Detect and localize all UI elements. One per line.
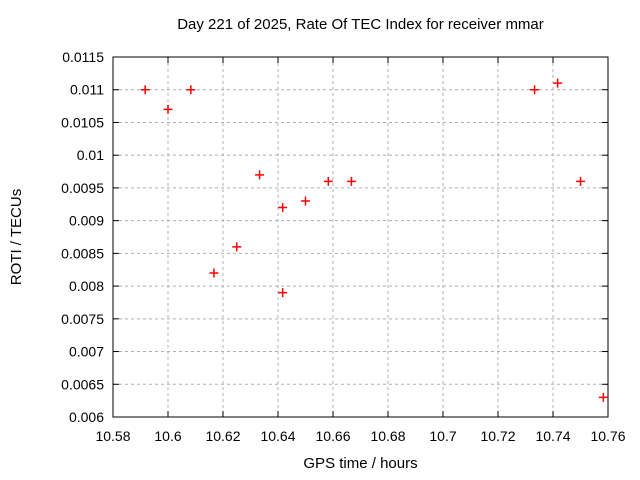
- plot-border: [112, 56, 609, 418]
- data-point-marker: [163, 104, 173, 114]
- y-tick-label: 0.0105: [61, 114, 104, 130]
- data-point-marker: [598, 392, 608, 402]
- y-tick-label: 0.0115: [62, 49, 104, 65]
- data-point-marker: [323, 176, 333, 186]
- data-point-marker: [278, 203, 288, 213]
- x-tick-label: 10.62: [205, 428, 240, 444]
- data-point-marker: [232, 242, 242, 252]
- x-tick-label: 10.68: [370, 428, 405, 444]
- x-tick-label: 10.66: [315, 428, 350, 444]
- y-tick-label: 0.007: [69, 344, 104, 360]
- y-tick-label: 0.0085: [61, 245, 104, 261]
- chart-title: Day 221 of 2025, Rate Of TEC Index for r…: [177, 16, 544, 33]
- data-point-marker: [553, 78, 563, 88]
- y-tick-label: 0.0065: [61, 376, 104, 392]
- x-tick-label: 10.76: [590, 428, 625, 444]
- x-tick-label: 10.58: [95, 428, 130, 444]
- data-point-marker: [278, 288, 288, 298]
- x-axis-title: GPS time / hours: [303, 455, 418, 472]
- y-tick-label: 0.009: [69, 213, 104, 229]
- y-tick-label: 0.01: [77, 147, 104, 163]
- data-point-marker: [186, 85, 196, 95]
- data-point-marker: [140, 85, 150, 95]
- y-tick-label: 0.0075: [61, 311, 104, 327]
- data-point-marker: [209, 268, 219, 278]
- x-tick-label: 10.64: [260, 428, 295, 444]
- data-point-marker: [346, 176, 356, 186]
- x-tick-label: 10.74: [535, 428, 570, 444]
- y-tick-label: 0.011: [70, 82, 104, 98]
- y-tick-label: 0.0095: [61, 180, 104, 196]
- x-tick-label: 10.6: [154, 428, 181, 444]
- x-tick-label: 10.72: [480, 428, 515, 444]
- data-point-marker: [530, 85, 540, 95]
- x-tick-label: 10.7: [429, 428, 456, 444]
- data-point-marker: [576, 176, 585, 186]
- y-tick-label: 0.006: [69, 409, 104, 425]
- y-tick-label: 0.008: [69, 278, 104, 294]
- data-point-marker: [301, 196, 310, 206]
- data-point-marker: [255, 170, 265, 180]
